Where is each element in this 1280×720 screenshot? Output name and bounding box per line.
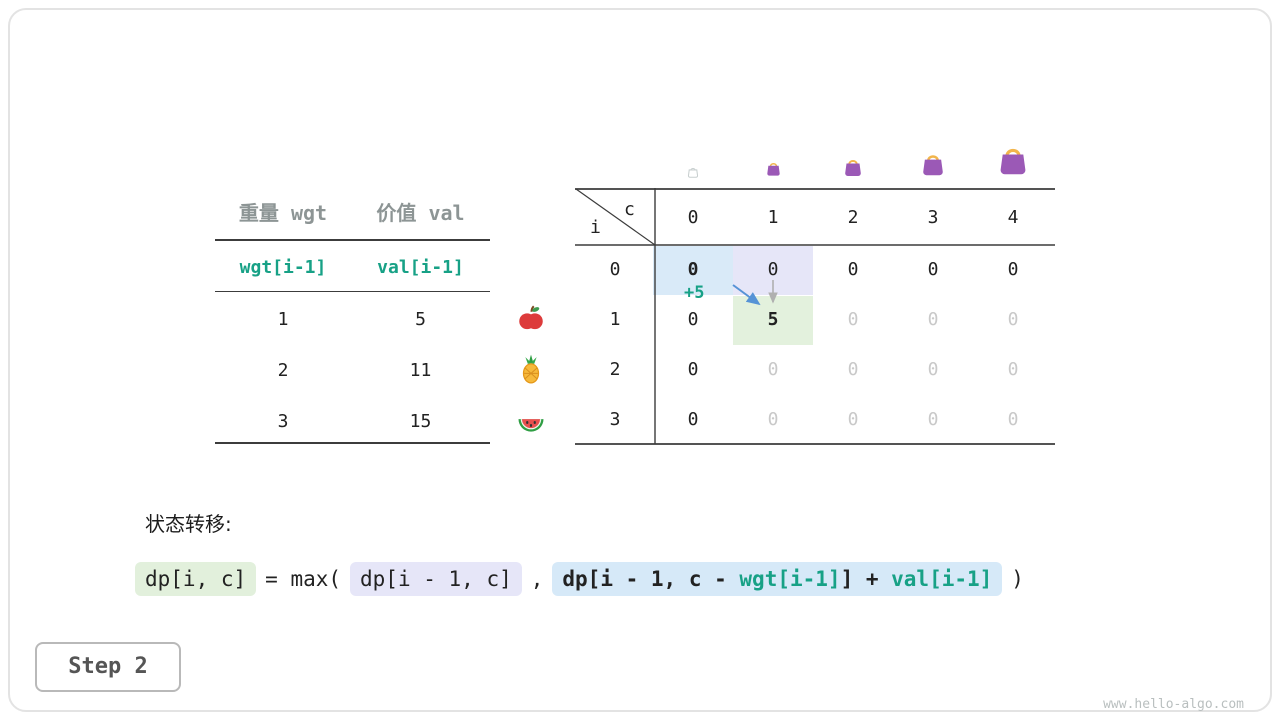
dp-table-grid	[575, 188, 1055, 445]
dp-cell-1-0: 0	[687, 309, 699, 330]
dp-col-header: 2	[847, 207, 859, 228]
formula-arg1: dp[i - 1, c]	[350, 562, 522, 596]
transfer-annotation: +5	[684, 283, 705, 303]
val-column-header: 价值 val	[376, 201, 465, 225]
dp-row-header: 2	[609, 359, 621, 380]
corner-row-label: i	[590, 217, 601, 238]
wgt-value: 2	[277, 360, 289, 381]
dp-cell-2-3: 0	[927, 359, 939, 380]
dp-cell-0-2: 0	[847, 259, 859, 280]
formula-arg2-val: val[i-1]	[891, 567, 993, 591]
state-transition-formula: dp[i, c] = max( dp[i - 1, c] , dp[i - 1,…	[135, 562, 1024, 596]
dp-cell-2-2: 0	[847, 359, 859, 380]
corner-col-label: c	[624, 199, 635, 220]
dp-cell-1-3: 0	[927, 309, 939, 330]
formula-arg2-infix: ] +	[840, 567, 892, 591]
bag-outline-icon	[687, 167, 699, 178]
wgt-var-label: wgt[i-1]	[239, 257, 327, 278]
wgt-column-header: 重量 wgt	[238, 201, 328, 225]
weight-table-row: 3 15	[215, 407, 490, 437]
weight-table-var-row: wgt[i-1] val[i-1]	[215, 253, 490, 283]
weight-table-divider-bottom	[215, 442, 490, 444]
weight-table-row: 2 11	[215, 356, 490, 386]
dp-cell-3-3: 0	[927, 409, 939, 430]
dp-col-header: 3	[927, 207, 939, 228]
bag-xlarge-icon	[1000, 148, 1026, 175]
formula-operator: = max(	[265, 567, 342, 591]
weight-table-divider-top	[215, 239, 490, 241]
transfer-arrow-icon	[732, 284, 761, 306]
dp-col-header: 4	[1007, 207, 1019, 228]
dp-cell-2-0: 0	[687, 359, 699, 380]
pineapple-icon	[522, 354, 540, 384]
weight-table-divider-mid	[215, 291, 490, 292]
wgt-value: 1	[277, 309, 289, 330]
wgt-value: 3	[277, 411, 289, 432]
dp-col-header: 0	[687, 207, 699, 228]
step-badge: Step 2	[35, 642, 181, 692]
bag-medium-icon	[845, 159, 861, 177]
dp-cell-3-0: 0	[687, 409, 699, 430]
formula-closing: )	[1011, 567, 1024, 591]
dp-col-header: 1	[767, 207, 779, 228]
dp-cell-2-1: 0	[767, 359, 779, 380]
formula-arg2-wgt: wgt[i-1]	[739, 567, 841, 591]
val-value: 11	[409, 360, 432, 381]
bag-large-icon	[923, 155, 943, 176]
watermark: www.hello-algo.com	[1103, 697, 1244, 712]
section-label: 状态转移:	[145, 512, 232, 536]
dp-cell-3-1: 0	[767, 409, 779, 430]
dp-row-header: 0	[609, 259, 621, 280]
dp-cell-2-4: 0	[1007, 359, 1019, 380]
dp-cell-0-1: 0	[767, 259, 779, 280]
highlight-source-cell	[653, 246, 733, 295]
val-value: 5	[415, 309, 426, 330]
dp-cell-3-4: 0	[1007, 409, 1019, 430]
bag-small-icon	[767, 162, 780, 176]
dp-cell-0-0: 0	[687, 259, 699, 280]
dp-cell-1-2: 0	[847, 309, 859, 330]
dp-row-header: 3	[609, 409, 621, 430]
dp-corner-diagonal	[575, 188, 656, 246]
formula-arg2-prefix: dp[i - 1, c -	[562, 567, 740, 591]
formula-arg2: dp[i - 1, c - wgt[i-1]] + val[i-1]	[552, 562, 1003, 596]
dp-cell-3-2: 0	[847, 409, 859, 430]
watermelon-icon	[518, 419, 544, 432]
dp-cell-1-4: 0	[1007, 309, 1019, 330]
formula-lhs: dp[i, c]	[135, 562, 257, 596]
formula-separator: ,	[530, 567, 544, 591]
weight-table-header: 重量 wgt 价值 val	[215, 198, 490, 228]
apple-icon	[519, 305, 543, 330]
weight-table-row: 1 5	[215, 305, 490, 335]
dp-cell-0-3: 0	[927, 259, 939, 280]
val-value: 15	[409, 411, 432, 432]
dp-row-header: 1	[609, 309, 621, 330]
val-var-label: val[i-1]	[377, 257, 464, 278]
dp-cell-1-1: 5	[767, 309, 779, 330]
dp-cell-0-4: 0	[1007, 259, 1019, 280]
